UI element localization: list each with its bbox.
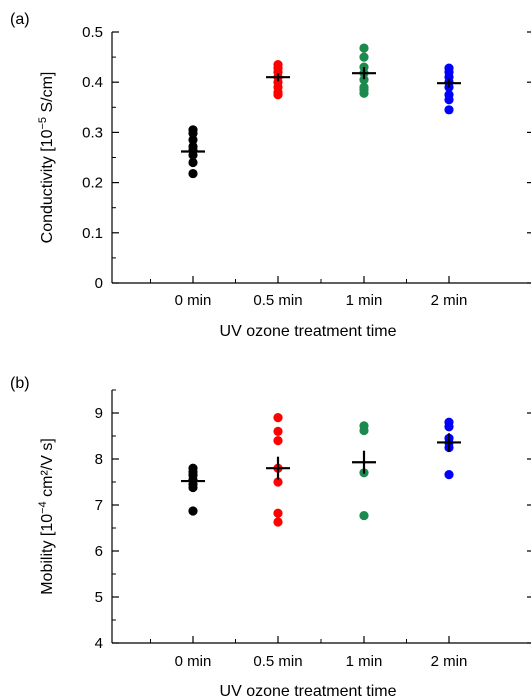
y-tick-label: 0.3	[82, 124, 103, 141]
data-point	[273, 413, 283, 423]
y-tick-label: 4	[95, 635, 103, 652]
y-tick-label: 8	[95, 451, 103, 468]
y-axis-title: Mobility [10−4 cm²/V s]	[37, 438, 56, 595]
data-point	[359, 510, 369, 521]
data-point	[188, 168, 198, 179]
y-tick-label: 0.5	[82, 24, 103, 41]
x-tick-label: 1 min	[346, 292, 383, 309]
data-point	[188, 482, 198, 493]
y-tick-label: 9	[95, 405, 103, 422]
data-point	[188, 135, 198, 145]
y-tick-label: 0	[95, 275, 103, 292]
data-point	[444, 422, 454, 432]
data-point	[273, 436, 283, 446]
data-point	[359, 425, 369, 436]
panel-a: 0 0.1 0.2 0.3 0.4 0.5 0 min 0.5 min 1 min 2 min UV…	[10, 11, 531, 340]
data-point	[188, 128, 198, 139]
data-point	[188, 506, 198, 516]
data-point	[359, 43, 369, 53]
x-tick-label: 2 min	[431, 653, 468, 670]
panel-label: (a)	[10, 11, 30, 28]
x-tick-label: 0 min	[175, 653, 212, 670]
y-axis-title: Conductivity [10−5 S/cm]	[37, 72, 56, 244]
data-point	[359, 75, 369, 85]
x-tick-label: 0.5 min	[253, 653, 302, 670]
data-point	[273, 477, 283, 487]
x-tick-label: 0 min	[175, 292, 212, 309]
x-tick-label: 2 min	[431, 292, 468, 309]
panel-b: 4 5 6 7 8 9 0 min 0.5 min 1 min 2 min UV ozone tre…	[10, 375, 531, 699]
data-point	[359, 88, 369, 98]
data-point	[444, 95, 454, 105]
x-axis-title: UV ozone treatment time	[220, 323, 397, 340]
y-tick-label: 0.1	[82, 225, 103, 242]
data-point	[359, 52, 369, 62]
y-tick-label: 0.4	[82, 74, 103, 91]
data-point	[188, 157, 198, 168]
data-point	[273, 90, 283, 100]
x-tick-label: 0.5 min	[253, 292, 302, 309]
x-tick-label: 1 min	[346, 653, 383, 670]
data-point	[444, 105, 454, 115]
x-axis-title: UV ozone treatment time	[220, 683, 397, 699]
data-point	[273, 517, 283, 527]
y-tick-label: 0.2	[82, 175, 103, 192]
y-tick-label: 7	[95, 497, 103, 514]
data-point	[444, 470, 454, 480]
y-tick-label: 5	[95, 589, 103, 606]
data-point	[273, 508, 283, 518]
panel-label: (b)	[10, 375, 30, 392]
data-point	[273, 426, 283, 436]
y-tick-label: 6	[95, 543, 103, 560]
